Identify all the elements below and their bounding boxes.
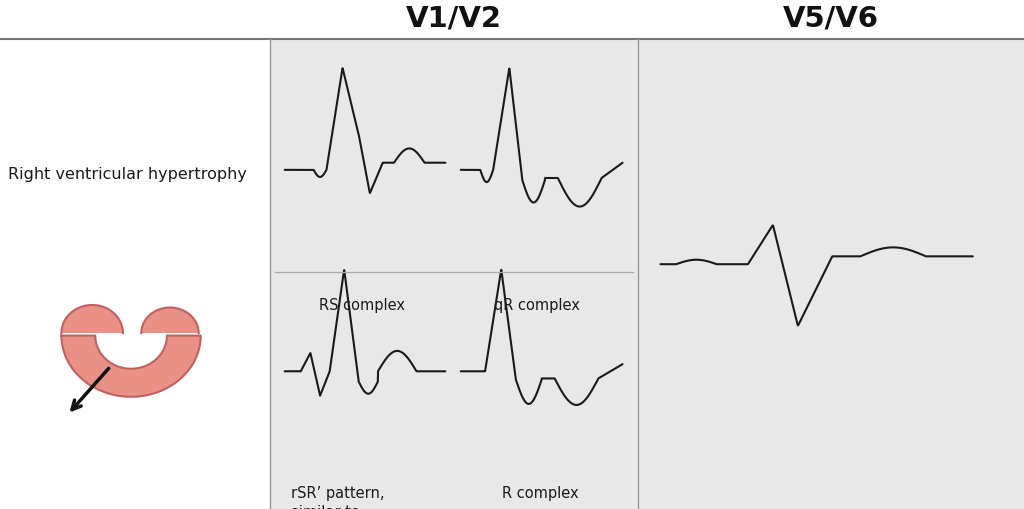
Bar — [270, 40, 638, 509]
Text: Right ventricular hypertrophy: Right ventricular hypertrophy — [8, 166, 247, 182]
Text: V5/V6: V5/V6 — [783, 5, 879, 33]
Text: rSR’ pattern,
similar to
right bundle
branch block: rSR’ pattern, similar to right bundle br… — [291, 485, 385, 509]
Text: qR complex: qR complex — [494, 298, 580, 313]
Polygon shape — [61, 305, 123, 333]
Bar — [638, 40, 1024, 509]
Polygon shape — [141, 308, 199, 333]
Text: V1/V2: V1/V2 — [407, 5, 502, 33]
Text: R complex: R complex — [502, 485, 579, 499]
Text: RS complex: RS complex — [319, 298, 406, 313]
Polygon shape — [61, 336, 201, 397]
